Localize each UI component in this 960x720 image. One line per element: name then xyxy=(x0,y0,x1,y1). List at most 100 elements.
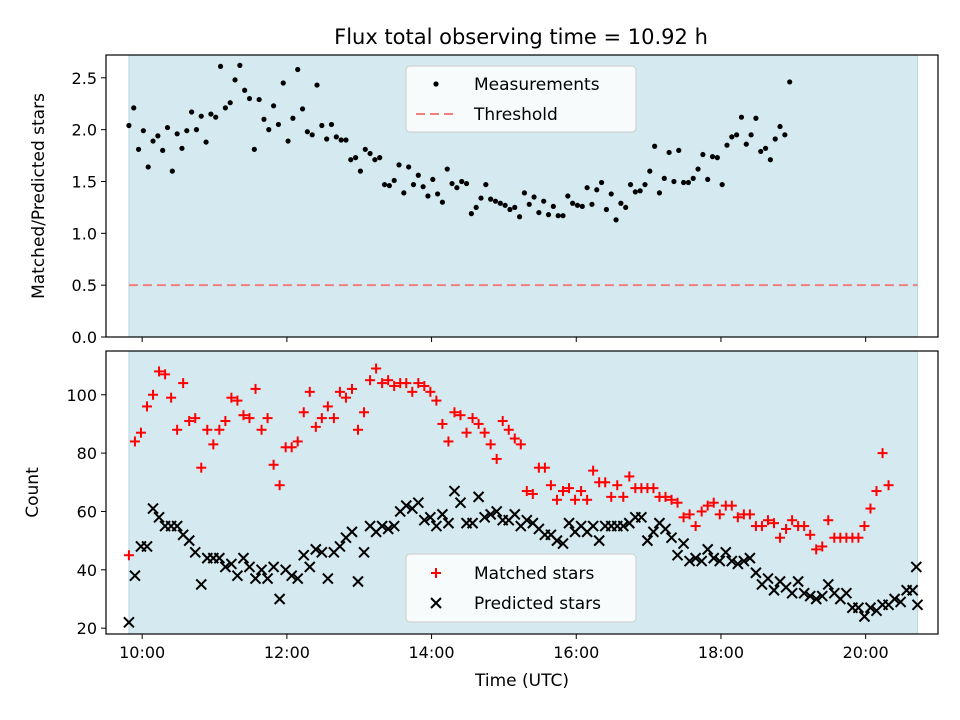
x-stroke-b xyxy=(364,520,376,532)
predicted-point xyxy=(448,485,461,497)
x-tick-label: 10:00 xyxy=(119,643,165,662)
predicted-point xyxy=(744,552,756,564)
predicted-point xyxy=(798,587,810,599)
predicted-point xyxy=(322,572,334,585)
x-stroke-b xyxy=(141,540,153,553)
matched-point xyxy=(268,459,279,470)
x-stroke-b xyxy=(243,561,256,573)
measurement-point xyxy=(145,164,151,170)
measurement-point xyxy=(618,200,624,206)
predicted-point xyxy=(478,511,491,524)
measurement-point xyxy=(444,166,450,172)
predicted-point xyxy=(726,555,738,567)
x-tick-label: 14:00 xyxy=(409,643,455,662)
measurement-point xyxy=(758,148,764,155)
measurement-point xyxy=(579,203,585,209)
predicted-point xyxy=(852,602,865,614)
measurement-point xyxy=(676,147,682,153)
predicted-point xyxy=(840,587,853,599)
predicted-point xyxy=(147,502,159,515)
x-stroke-b xyxy=(316,546,328,559)
matched-point xyxy=(202,424,213,435)
matched-point xyxy=(503,424,514,435)
measurement-point xyxy=(613,217,619,223)
predicted-point xyxy=(285,569,298,582)
matched-point xyxy=(606,491,617,502)
measurement-point xyxy=(541,198,547,204)
legend-matched-label: Matched stars xyxy=(474,564,594,584)
measurement-point xyxy=(782,132,788,138)
measurement-point xyxy=(420,184,426,190)
predicted-point xyxy=(804,590,816,602)
matched-point xyxy=(226,392,237,403)
x-stroke-b xyxy=(436,508,449,521)
x-stroke-b xyxy=(671,549,684,561)
matched-point xyxy=(799,521,810,532)
y-axis-label: Count xyxy=(23,467,43,518)
x-stroke-b xyxy=(575,520,587,532)
measurement-point xyxy=(762,145,769,151)
predicted-point xyxy=(484,508,497,521)
x-stroke-b xyxy=(177,529,189,541)
matched-point xyxy=(413,378,424,389)
predicted-point xyxy=(141,540,153,553)
matched-point xyxy=(304,386,315,397)
x-stroke-b xyxy=(792,575,804,588)
matched-point xyxy=(135,427,146,438)
x-stroke-b xyxy=(720,546,732,559)
x-stroke-b xyxy=(593,534,605,547)
predicted-point xyxy=(430,520,443,532)
measurement-point xyxy=(135,146,142,152)
predicted-point xyxy=(213,552,226,564)
y-tick-label: 40 xyxy=(77,561,97,580)
x-stroke-b xyxy=(641,534,654,547)
y-tick-label: 20 xyxy=(77,619,97,638)
predicted-point xyxy=(195,578,207,591)
x-stroke-b xyxy=(285,569,298,582)
measurement-point xyxy=(266,127,272,133)
measurement-point xyxy=(391,177,397,184)
matched-point xyxy=(123,550,134,561)
measurement-point xyxy=(299,106,306,112)
matched-point xyxy=(618,491,629,502)
predicted-point xyxy=(472,491,485,503)
predicted-point xyxy=(261,572,274,585)
matched-point xyxy=(431,395,442,406)
matched-point xyxy=(129,436,140,447)
measurement-point xyxy=(531,194,537,200)
x-stroke-b xyxy=(237,552,250,564)
measurement-point xyxy=(328,121,335,128)
matched-point xyxy=(238,410,249,421)
measurement-point xyxy=(449,180,455,187)
matched-point xyxy=(334,386,345,397)
x-stroke-b xyxy=(352,575,364,588)
measurement-point xyxy=(695,166,701,172)
measurement-point xyxy=(705,176,711,183)
matched-point xyxy=(250,383,261,394)
x-stroke-b xyxy=(490,505,503,518)
x-stroke-b xyxy=(484,508,497,521)
matched-point xyxy=(419,381,430,392)
predicted-point xyxy=(436,508,449,521)
matched-point xyxy=(353,424,364,435)
y-tick-label: 2.5 xyxy=(72,69,97,88)
x-stroke-b xyxy=(388,520,400,532)
measurement-point xyxy=(787,79,793,85)
x-stroke-b xyxy=(738,555,750,567)
measurement-point xyxy=(753,115,759,121)
x-stroke-b xyxy=(750,567,762,579)
measurement-point xyxy=(507,206,513,213)
matched-point xyxy=(805,529,816,540)
predicted-point xyxy=(888,593,901,605)
predicted-point xyxy=(273,593,286,605)
x-stroke-b xyxy=(346,526,358,538)
predicted-point xyxy=(183,534,195,547)
matched-point xyxy=(437,418,448,429)
x-stroke-b xyxy=(442,517,455,529)
matched-point xyxy=(172,424,183,435)
matched-point xyxy=(310,421,321,432)
matched-point xyxy=(817,541,828,552)
matched-point xyxy=(377,378,388,389)
measurement-point xyxy=(242,87,248,93)
predicted-point xyxy=(231,569,244,582)
